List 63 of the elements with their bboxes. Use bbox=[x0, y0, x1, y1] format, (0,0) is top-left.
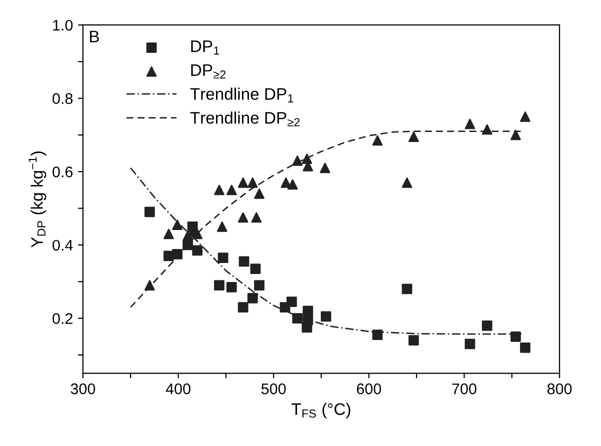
point bbox=[464, 338, 476, 350]
point bbox=[251, 212, 262, 223]
point bbox=[372, 135, 383, 146]
point bbox=[216, 221, 228, 232]
point bbox=[286, 296, 297, 307]
y-tick-label: 0.2 bbox=[52, 313, 72, 324]
point bbox=[510, 331, 521, 342]
point bbox=[302, 322, 312, 333]
point bbox=[520, 111, 530, 122]
point bbox=[247, 292, 258, 304]
point bbox=[218, 252, 228, 263]
point bbox=[320, 311, 332, 322]
legend-label: Trendline DP$_{≥2}$ bbox=[190, 111, 300, 126]
x-tick-label: 700 bbox=[452, 383, 476, 394]
x-axis-title: T$_{FS}$ (°C) bbox=[292, 402, 350, 418]
point bbox=[408, 132, 419, 142]
point bbox=[372, 330, 383, 340]
point bbox=[192, 245, 203, 256]
point bbox=[172, 220, 182, 230]
point bbox=[238, 256, 250, 267]
point bbox=[402, 284, 412, 294]
point bbox=[482, 124, 492, 135]
x-tick-label: 500 bbox=[261, 383, 286, 394]
point bbox=[214, 184, 224, 196]
point bbox=[287, 179, 298, 190]
point bbox=[226, 282, 237, 292]
y-tick-label: 0.6 bbox=[52, 166, 73, 178]
point bbox=[247, 177, 258, 188]
point bbox=[292, 155, 303, 166]
legend-label: Trendline DP$_{1}$ bbox=[190, 88, 294, 102]
x-tick-label: 800 bbox=[547, 383, 572, 394]
point bbox=[408, 335, 419, 346]
legend-label: DP$_{≥2}$ bbox=[191, 64, 226, 79]
point bbox=[280, 177, 292, 188]
y-tick-label: 0.4 bbox=[52, 240, 73, 251]
annotation: B bbox=[90, 30, 99, 42]
point bbox=[238, 212, 248, 223]
x-tick-label: 600 bbox=[356, 383, 382, 394]
point bbox=[164, 228, 174, 240]
point bbox=[402, 177, 412, 188]
point bbox=[238, 177, 248, 188]
point bbox=[172, 248, 182, 260]
y-axis-title: Y$_{DP}$ (kg kg$^{−1}$) bbox=[28, 152, 46, 248]
point bbox=[320, 162, 330, 174]
point bbox=[192, 228, 203, 240]
legend-label: DP$_{1}$ bbox=[191, 40, 220, 55]
point bbox=[482, 320, 492, 331]
y-tick-label: 0.8 bbox=[52, 93, 73, 104]
x-tick-label: 300 bbox=[70, 383, 96, 394]
point bbox=[214, 280, 224, 290]
y-tick-label: 1.0 bbox=[53, 20, 73, 31]
point bbox=[144, 280, 155, 290]
point bbox=[144, 206, 155, 218]
point bbox=[226, 184, 237, 196]
point bbox=[250, 264, 261, 274]
point bbox=[238, 302, 248, 312]
point bbox=[292, 313, 303, 324]
point bbox=[254, 280, 264, 290]
point bbox=[464, 118, 476, 130]
point bbox=[520, 342, 530, 353]
x-tick-label: 400 bbox=[166, 383, 190, 394]
point bbox=[254, 188, 264, 199]
point bbox=[510, 130, 521, 140]
